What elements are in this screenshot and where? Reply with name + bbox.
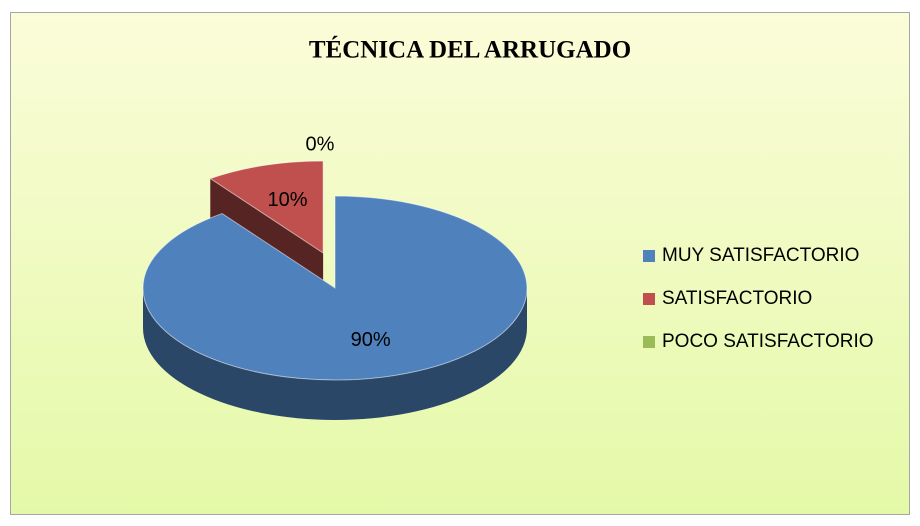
slice xyxy=(142,195,528,381)
data-label: 0% xyxy=(306,134,335,156)
legend-swatch xyxy=(643,293,655,305)
legend-label: POCO SATISFACTORIO xyxy=(662,331,874,352)
legend-swatch xyxy=(643,250,655,262)
data-label: 10% xyxy=(268,189,308,211)
legend-swatch xyxy=(643,336,655,348)
data-label: 90% xyxy=(351,329,391,351)
slice-side xyxy=(143,288,527,420)
legend-label: SATISFACTORIO xyxy=(662,288,812,309)
legend-label: MUY SATISFACTORIO xyxy=(662,245,859,266)
chart-title: TÉCNICA DEL ARRUGADO xyxy=(309,36,631,64)
slice xyxy=(209,160,324,254)
